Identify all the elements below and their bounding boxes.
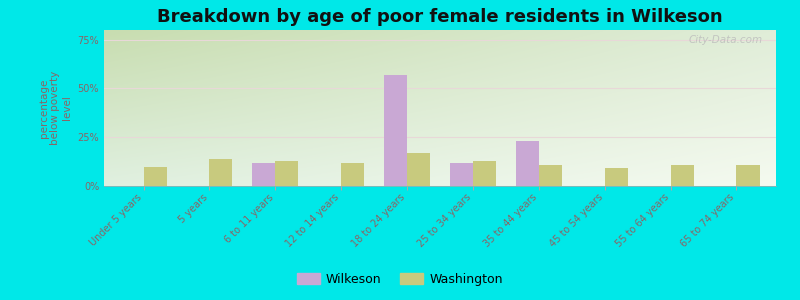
Text: 55 to 64 years: 55 to 64 years: [614, 192, 670, 249]
Text: 12 to 14 years: 12 to 14 years: [284, 192, 341, 249]
Text: 65 to 74 years: 65 to 74 years: [679, 192, 737, 249]
Text: 25 to 34 years: 25 to 34 years: [416, 192, 473, 249]
Text: 18 to 24 years: 18 to 24 years: [350, 192, 407, 249]
Bar: [407, 153, 430, 186]
Title: Breakdown by age of poor female residents in Wilkeson: Breakdown by age of poor female resident…: [157, 8, 723, 26]
Bar: [473, 161, 496, 186]
Legend: Wilkeson, Washington: Wilkeson, Washington: [292, 268, 508, 291]
Bar: [450, 163, 473, 186]
Bar: [210, 159, 233, 186]
Bar: [737, 164, 759, 186]
Bar: [516, 141, 539, 186]
Bar: [252, 163, 275, 186]
Bar: [341, 163, 364, 186]
Bar: [384, 75, 407, 186]
Text: 6 to 11 years: 6 to 11 years: [222, 192, 275, 244]
Text: City-Data.com: City-Data.com: [689, 35, 762, 45]
Bar: [275, 161, 298, 186]
Bar: [605, 168, 628, 186]
Bar: [539, 164, 562, 186]
Text: 45 to 54 years: 45 to 54 years: [548, 192, 605, 249]
Text: 35 to 44 years: 35 to 44 years: [482, 192, 539, 249]
Y-axis label: percentage
below poverty
level: percentage below poverty level: [38, 71, 72, 145]
Text: 5 years: 5 years: [177, 192, 210, 225]
Text: Under 5 years: Under 5 years: [88, 192, 143, 248]
Bar: [670, 164, 694, 186]
Bar: [143, 167, 166, 186]
